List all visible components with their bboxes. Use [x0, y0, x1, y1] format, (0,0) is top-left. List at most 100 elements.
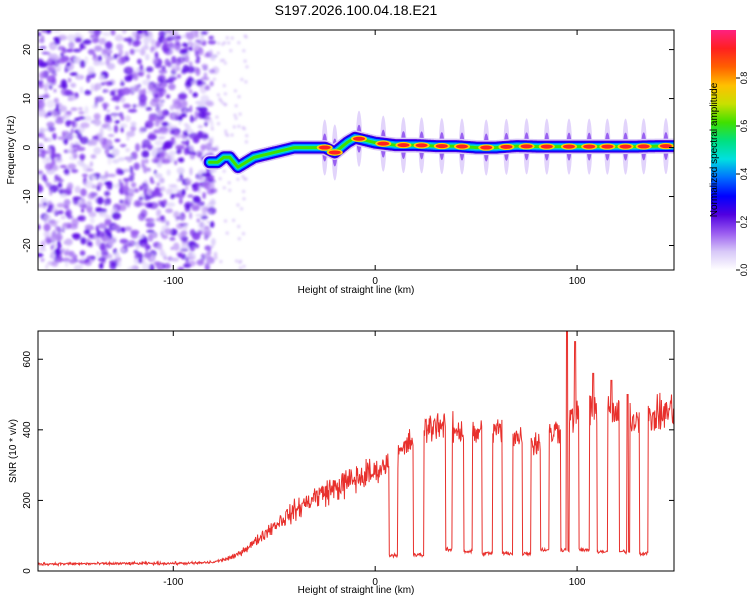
noise-blob: [95, 238, 102, 247]
noise-blob: [98, 136, 104, 144]
noise-blob: [38, 61, 48, 68]
noise-blob: [143, 252, 153, 259]
noise-blob: [101, 123, 111, 129]
spectrogram-frame: [37, 29, 675, 271]
noise-blob: [43, 223, 51, 232]
noise-blob: [101, 50, 109, 56]
noise-blob: [62, 222, 70, 227]
noise-blob: [183, 108, 188, 113]
noise-blob: [76, 160, 83, 166]
noise-blob: [151, 97, 161, 103]
noise-blob: [185, 125, 191, 133]
noise-blob: [44, 92, 50, 98]
noise-blob: [171, 64, 179, 73]
ridge-peak-core: [601, 144, 614, 149]
y-tick-label: 0: [22, 568, 33, 574]
noise-blob: [66, 215, 74, 220]
noise-blob: [144, 123, 149, 128]
noise-blob: [149, 219, 156, 223]
noise-blob: [115, 168, 122, 175]
noise-blob: [87, 241, 93, 247]
noise-blob: [67, 182, 74, 190]
noise-blob: [187, 66, 195, 74]
noise-blob: [200, 76, 210, 81]
noise-blob: [119, 238, 129, 244]
noise-blob: [216, 51, 220, 55]
noise-blob: [107, 63, 116, 70]
noise-blob: [154, 63, 163, 69]
noise-blob: [96, 229, 101, 238]
noise-blob: [185, 32, 195, 40]
noise-blob: [154, 140, 163, 146]
noise-blob: [176, 74, 182, 79]
noise-blob: [63, 199, 71, 206]
noise-blob: [104, 147, 110, 155]
noise-blob: [110, 30, 116, 36]
noise-blob: [71, 233, 81, 239]
noise-blob: [126, 131, 135, 137]
noise-blob: [80, 199, 84, 204]
noise-blob: [87, 226, 95, 231]
noise-blob: [47, 59, 52, 64]
noise-blob: [107, 134, 115, 137]
noise-blob: [158, 30, 166, 38]
noise-blob: [39, 101, 46, 108]
noise-blob: [181, 136, 188, 140]
noise-blob: [181, 42, 189, 47]
noise-blob: [106, 181, 113, 190]
noise-blob: [83, 115, 92, 122]
noise-blob: [209, 138, 213, 142]
noise-blob: [44, 177, 49, 185]
noise-blob: [74, 144, 81, 148]
noise-blob: [82, 39, 92, 45]
noise-blob: [60, 215, 66, 220]
noise-blob: [155, 208, 162, 217]
noise-blob: [197, 186, 202, 195]
noise-blob: [191, 183, 197, 188]
noise-blob: [125, 147, 131, 153]
noise-blob: [203, 231, 210, 236]
noise-blob: [145, 53, 150, 61]
noise-blob: [133, 72, 139, 81]
noise-blob: [148, 263, 155, 270]
noise-blob: [150, 180, 155, 184]
noise-blob: [235, 259, 239, 263]
noise-blob: [104, 41, 113, 50]
noise-blob: [57, 182, 63, 188]
noise-blob: [197, 124, 204, 129]
noise-blob: [179, 173, 184, 182]
x-tick-label: 0: [372, 276, 378, 287]
noise-blob: [159, 215, 165, 221]
noise-blob: [161, 158, 171, 164]
noise-blob: [161, 225, 168, 230]
noise-blob: [118, 49, 124, 56]
noise-blob: [63, 240, 69, 245]
noise-blob: [79, 60, 86, 68]
noise-blob: [141, 243, 146, 248]
noise-blob: [169, 157, 174, 162]
noise-blob: [104, 190, 111, 197]
noise-blob: [189, 212, 193, 220]
noise-blob: [51, 78, 57, 86]
noise-blob: [139, 185, 143, 191]
noise-blob: [200, 144, 207, 151]
noise-blob: [63, 189, 72, 196]
noise-blob: [239, 266, 243, 270]
noise-blob: [79, 86, 84, 94]
noise-blob: [104, 219, 112, 226]
y-tick-label: 0: [22, 144, 33, 150]
noise-blob: [38, 253, 44, 258]
noise-blob: [238, 260, 242, 264]
noise-blob: [206, 258, 210, 267]
noise-blob: [125, 66, 133, 72]
noise-blob: [96, 61, 106, 66]
noise-blob: [66, 49, 73, 53]
noise-blob: [158, 76, 164, 84]
noise-blob: [197, 110, 206, 118]
noise-blob: [210, 54, 216, 61]
noise-blob: [153, 169, 158, 175]
snr-panel: -100 0 100 0 200 400 600 Height of straight l…: [8, 330, 675, 596]
noise-blob: [170, 246, 174, 251]
noise-blob: [204, 245, 212, 251]
